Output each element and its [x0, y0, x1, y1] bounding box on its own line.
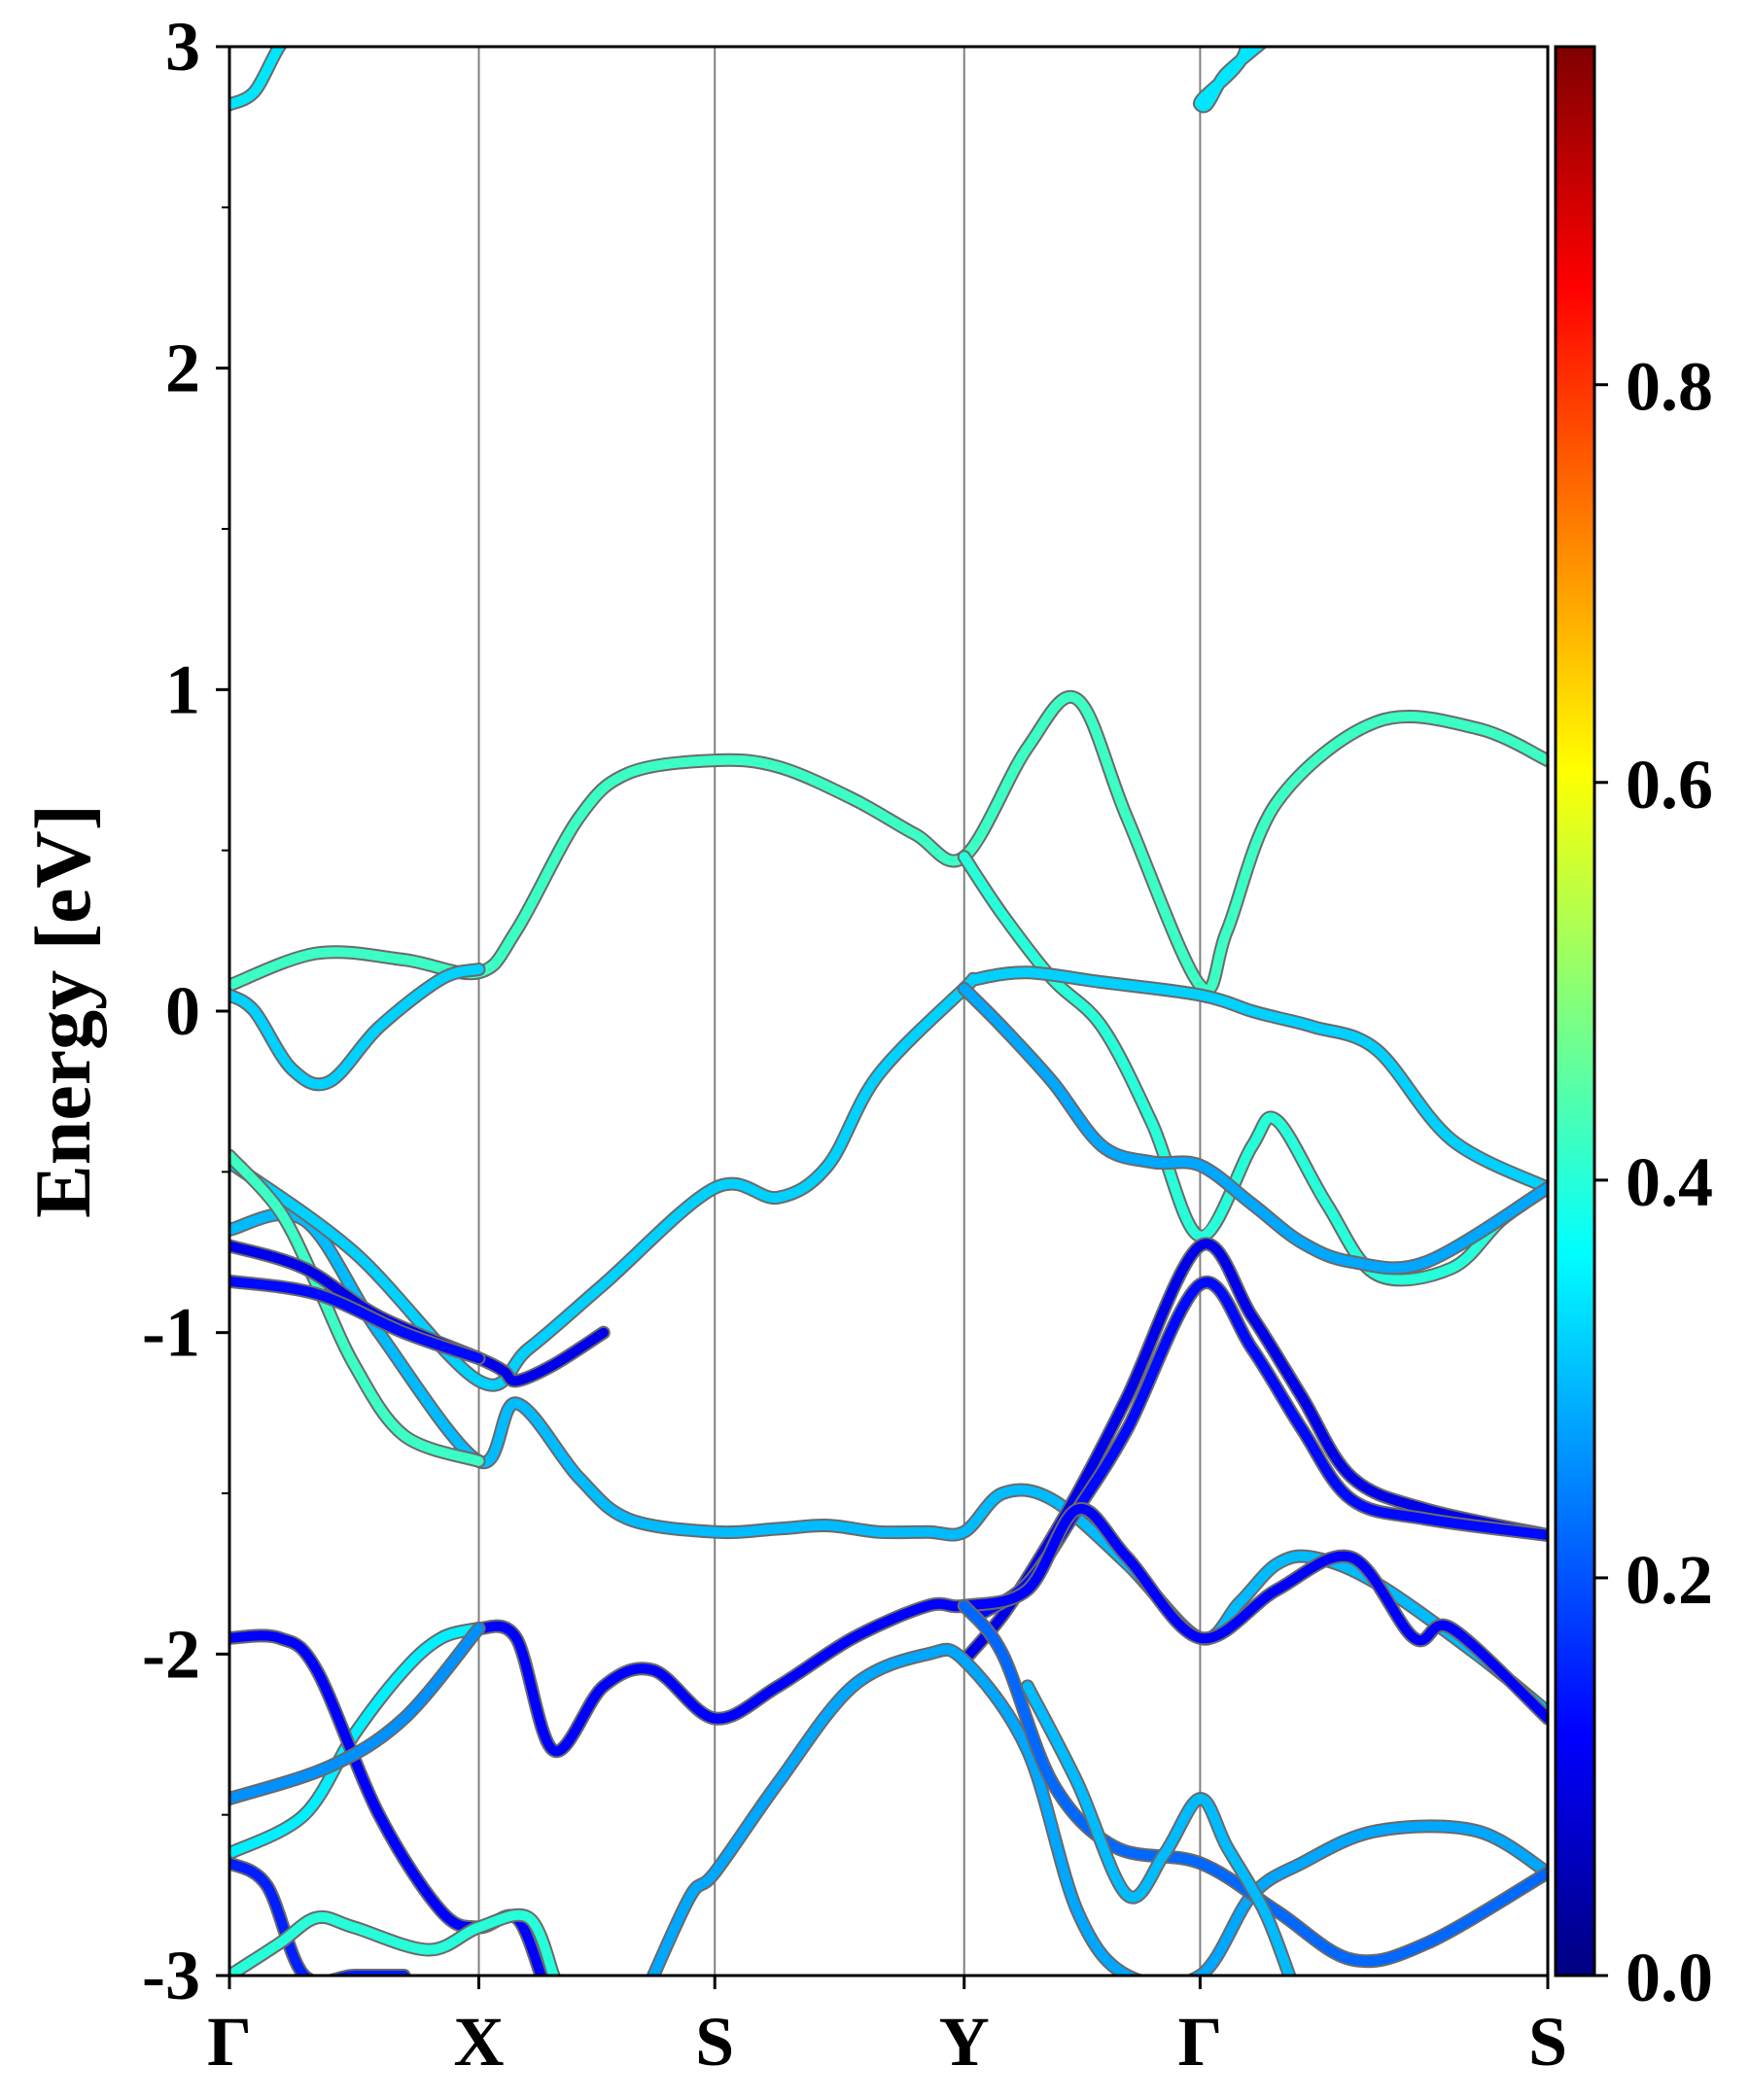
y-tick-label: 2: [165, 330, 200, 407]
band-v5b: [229, 1623, 484, 1804]
colorbar-fill: [1554, 45, 1596, 1978]
band-c1a: [229, 691, 1548, 996]
band-v4b: [229, 1623, 484, 1859]
band-v4a: [473, 1503, 1548, 1757]
x-tick-label-5: S: [1528, 2003, 1567, 2081]
band-v7a: [229, 1858, 409, 1976]
y-tick-label: 1: [165, 650, 200, 728]
colorbar: 0.0 0.2 0.4 0.6 0.8: [1554, 45, 1713, 2016]
y-tick-label: 0: [165, 972, 200, 1050]
colorbar-ticks: 0.0 0.2 0.4 0.6 0.8: [1594, 348, 1713, 2016]
x-tick-label-2: S: [695, 2003, 734, 2081]
x-tick-label-0: Γ: [207, 2003, 252, 2081]
band-v0a: [229, 967, 1548, 1390]
x-tick-label-3: Y: [939, 2003, 990, 2081]
band-lines: [229, 47, 1548, 1976]
colorbar-tick-label: 0.4: [1626, 1143, 1713, 1221]
y-axis-label: Energy [eV]: [18, 804, 107, 1218]
band-v1b: [229, 1150, 484, 1466]
colorbar-tick-label: 0.8: [1626, 348, 1713, 426]
band-v6b: [959, 1600, 1548, 1967]
plot-area: -3 -2 -1 0 1 2 3 Γ X S Y Γ S: [142, 8, 1567, 2081]
band-v6c: [1022, 1681, 1295, 1976]
band-c2: [229, 47, 1266, 112]
y-tick-label: -2: [142, 1615, 200, 1693]
band-v7b: [229, 1909, 559, 1976]
band-v2b: [229, 1276, 484, 1364]
x-tick-label-1: X: [454, 2003, 505, 2081]
y-tick-label: -3: [142, 1937, 200, 2014]
y-tick-label: 3: [165, 8, 200, 86]
y-axis-ticks: -3 -2 -1 0 1 2 3: [142, 8, 229, 2014]
colorbar-tick-label: 0.2: [1626, 1541, 1713, 1619]
band-v6a: [648, 1644, 1548, 1976]
band-c1c: [229, 964, 484, 1090]
band-v0b: [959, 983, 1548, 1274]
band-v2a: [229, 1241, 609, 1386]
y-tick-label: -1: [142, 1294, 200, 1372]
colorbar-tick-label: 0.6: [1626, 746, 1713, 823]
plot-background: [229, 47, 1548, 1976]
colorbar-tick-label: 0.0: [1626, 1939, 1713, 2016]
x-tick-label-4: Γ: [1177, 2003, 1222, 2081]
